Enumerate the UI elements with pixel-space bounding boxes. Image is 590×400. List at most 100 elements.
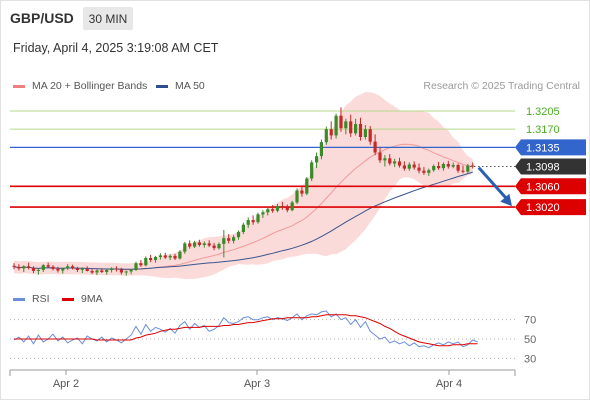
level-label-1.3020: 1.3020 xyxy=(526,202,560,214)
timestamp: Friday, April 4, 2025 3:19:08 AM CET xyxy=(13,41,219,55)
bollinger-band xyxy=(14,92,473,280)
candle-body xyxy=(451,165,455,167)
candle-body xyxy=(271,209,275,211)
candle-body xyxy=(119,269,123,273)
ma20-swatch xyxy=(13,84,25,88)
rsi-9ma-line xyxy=(14,314,478,347)
candle-body xyxy=(95,270,99,273)
candle-body xyxy=(461,170,465,172)
candle-body xyxy=(310,162,314,179)
rsi-tick-30: 30 xyxy=(524,353,536,365)
timeframe-button[interactable]: 30 MIN xyxy=(83,7,133,30)
ma9-swatch xyxy=(62,297,74,301)
legend-ma50: MA 50 xyxy=(156,80,205,92)
candle-body xyxy=(51,266,55,269)
candle-body xyxy=(144,258,148,266)
candle-body xyxy=(305,178,309,194)
candle-body xyxy=(422,170,426,173)
candle-body xyxy=(334,115,338,136)
candle-body xyxy=(363,129,367,137)
candle-body xyxy=(407,164,411,169)
candle-body xyxy=(56,268,60,271)
candle-body xyxy=(105,269,109,272)
candle-body xyxy=(256,214,260,223)
level-label-1.3060: 1.3060 xyxy=(526,181,560,193)
candle-body xyxy=(197,242,201,245)
ma50-swatch xyxy=(156,84,168,88)
candle-body xyxy=(100,270,104,272)
candle-body xyxy=(71,266,75,269)
level-label-1.3170: 1.3170 xyxy=(526,124,560,136)
candle-body xyxy=(266,209,270,213)
rsi-line xyxy=(13,310,478,349)
candle-body xyxy=(241,224,245,232)
level-tag-1.3020 xyxy=(515,199,586,216)
candle-body xyxy=(412,164,416,168)
candle-body xyxy=(471,165,475,167)
x-tick-label-apr-2: Apr 2 xyxy=(53,378,79,390)
rsi-tick-70: 70 xyxy=(524,315,536,327)
candle-body xyxy=(66,266,70,269)
candle-body xyxy=(315,156,319,163)
legend-9ma-label: 9MA xyxy=(81,293,103,305)
candle-body xyxy=(217,244,221,249)
level-tag-1.3135 xyxy=(515,139,586,156)
candle-body xyxy=(46,265,50,267)
candle-body xyxy=(188,243,192,247)
symbol-label: GBP/USD xyxy=(10,10,74,26)
candle-body xyxy=(158,255,162,257)
candle-body xyxy=(222,238,226,244)
legend-ma20-label: MA 20 + Bollinger Bands xyxy=(32,80,148,92)
candle-body xyxy=(202,243,206,245)
candle-body xyxy=(110,268,114,270)
candle-body xyxy=(85,268,89,271)
level-label-1.3205: 1.3205 xyxy=(526,106,560,118)
candle-body xyxy=(339,115,343,129)
candle-body xyxy=(31,267,36,271)
candle-body xyxy=(36,269,40,271)
candle-body xyxy=(466,165,470,172)
candle-body xyxy=(41,265,45,270)
candle-body xyxy=(232,237,236,241)
candle-body xyxy=(61,268,65,271)
candle-body xyxy=(12,265,16,267)
candle-body xyxy=(393,161,397,164)
candle-body xyxy=(261,212,265,215)
candle-body xyxy=(153,256,158,260)
legend-rsi: RSI xyxy=(13,293,50,305)
candle-body xyxy=(17,266,21,269)
candle-body xyxy=(349,121,353,134)
candle-body xyxy=(383,158,387,161)
header-bar: GBP/USD 30 MIN xyxy=(0,0,590,37)
candle-body xyxy=(432,166,436,171)
candle-body xyxy=(75,268,79,270)
candle-body xyxy=(163,255,167,258)
x-tick-label-apr-4: Apr 4 xyxy=(436,378,462,390)
candle-body xyxy=(27,266,31,268)
candle-body xyxy=(354,124,358,134)
candle-body xyxy=(324,129,328,143)
candle-body xyxy=(290,202,294,211)
level-tag-1.3060 xyxy=(515,178,586,195)
rsi-tick-50: 50 xyxy=(524,334,536,346)
candle-body xyxy=(300,190,304,194)
candle-body xyxy=(114,268,119,270)
candle-body xyxy=(358,124,363,137)
legend-rsi-label: RSI xyxy=(32,293,50,305)
candle-body xyxy=(178,251,182,259)
candle-body xyxy=(319,142,323,157)
forecast-arrow-shaft xyxy=(477,166,509,201)
legend-ma20: MA 20 + Bollinger Bands xyxy=(13,80,147,92)
rsi-swatch xyxy=(13,297,25,301)
candle-body xyxy=(22,266,26,269)
legend-ma50-label: MA 50 xyxy=(175,80,205,92)
candle-body xyxy=(388,158,392,164)
level-label-1.3135: 1.3135 xyxy=(526,142,560,154)
candle-body xyxy=(446,164,450,167)
candle-body xyxy=(368,129,372,142)
legend-9ma: 9MA xyxy=(62,293,103,305)
candle-body xyxy=(329,129,333,136)
candle-body xyxy=(397,161,402,166)
candle-body xyxy=(129,269,133,272)
